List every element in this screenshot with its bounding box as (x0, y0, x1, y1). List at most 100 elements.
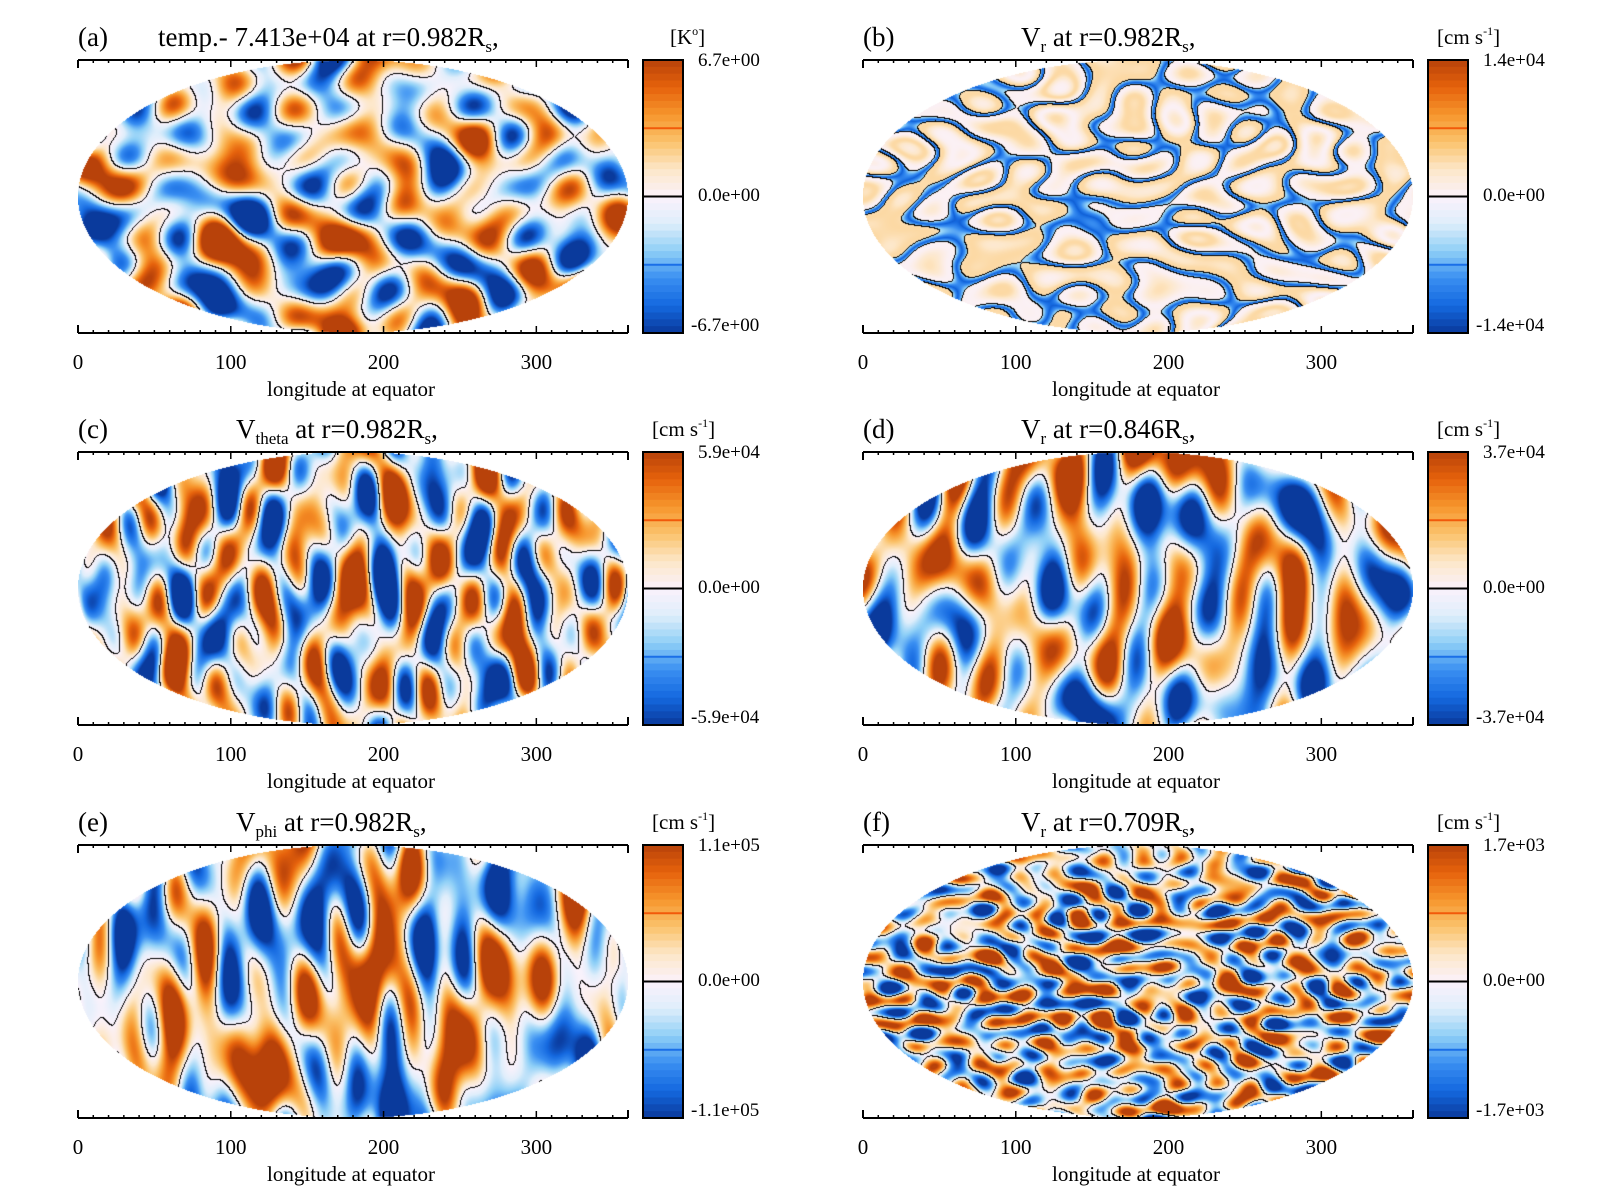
colorbar-unit-label: [cm s-1] (1437, 24, 1501, 49)
colorbar-segment (1428, 169, 1468, 177)
mollweide-field-map (863, 452, 1413, 725)
colorbar-segment (643, 100, 683, 109)
colorbar-segment (643, 711, 683, 719)
colorbar-segment (643, 540, 683, 549)
colorbar-segment (643, 1104, 683, 1112)
colorbar-segment (1428, 629, 1468, 637)
colorbar-segment (1428, 1111, 1468, 1119)
colorbar-segment (1428, 899, 1468, 908)
colorbar-segment (1428, 479, 1468, 487)
panel-title: Vphi at r=0.982Rs, (236, 807, 427, 841)
panel-c: (c) Vtheta at r=0.982Rs, [cm s-1] 0 100 200 30… (60, 412, 840, 804)
colorbar-segment (643, 94, 683, 102)
panel-title: Vtheta at r=0.982Rs, (236, 414, 438, 448)
colorbar-segment (643, 602, 683, 610)
colorbar-segment (643, 1056, 683, 1064)
colorbar-segment (1428, 237, 1468, 245)
colorbar-segment (1428, 967, 1468, 976)
colorbar-segment (1428, 540, 1468, 549)
colorbar-segment (1428, 913, 1468, 921)
colorbar-segment (643, 920, 683, 928)
x-tick-label: 300 (520, 350, 553, 374)
colorbar-segment (1428, 926, 1468, 935)
colorbar-segment (1428, 312, 1468, 320)
colorbar-unit-label: [Ko] (670, 24, 706, 49)
colorbar-segment (643, 1077, 683, 1085)
colorbar-segment (643, 533, 683, 542)
colorbar-segment (643, 933, 683, 942)
panel-title: Vr at r=0.709Rs, (1021, 807, 1196, 841)
x-tick-label: 100 (215, 350, 247, 374)
colorbar-segment (643, 527, 683, 535)
colorbar-segment (1428, 257, 1468, 266)
colorbar-segment (643, 690, 683, 699)
colorbar-segment (643, 1001, 683, 1010)
colorbar-max-label: 3.7e+04 (1483, 442, 1545, 463)
colorbar-segment (643, 967, 683, 976)
panel-b: (b) Vr at r=0.982Rs, [cm s-1] 0 100 200 300 lon… (845, 20, 1600, 412)
colorbar-segment (1428, 684, 1468, 692)
colorbar-segment (643, 663, 683, 671)
colorbar-segment (1428, 533, 1468, 542)
colorbar-segment (1428, 697, 1468, 706)
colorbar-frame (642, 59, 684, 334)
colorbar-segment (1428, 1042, 1468, 1051)
colorbar-segment (1428, 892, 1468, 901)
colorbar-segment (1428, 1008, 1468, 1017)
colorbar-segment (1428, 995, 1468, 1003)
colorbar-segment (1428, 80, 1468, 88)
panel-f: (f) Vr at r=0.709Rs, [cm s-1] 0 100 200 300 lon… (845, 805, 1600, 1197)
x-tick-label: 300 (1305, 1135, 1338, 1159)
mollweide-field-map (863, 60, 1413, 333)
x-tick-label: 300 (520, 1135, 553, 1159)
colorbar-segment (1428, 285, 1468, 293)
colorbar-segment (643, 622, 683, 631)
x-axis-label: longitude at equator (267, 377, 435, 401)
colorbar-segment (643, 1042, 683, 1051)
colorbar-segment (1428, 1090, 1468, 1099)
colorbar-segment (1428, 520, 1468, 528)
colorbar-segment (1428, 1015, 1468, 1024)
panel-label: (c) (78, 414, 108, 444)
colorbar-segment (643, 879, 683, 887)
colorbar-segment (1428, 1104, 1468, 1112)
panel-label: (a) (78, 22, 108, 52)
mollweide-field-map (78, 60, 628, 333)
x-tick-label: 0 (72, 742, 84, 766)
map-plot-d (862, 451, 1469, 726)
colorbar-segment (1428, 1083, 1468, 1092)
colorbar-segment (1428, 196, 1468, 204)
colorbar-segment (643, 643, 683, 651)
colorbar-segment (1428, 858, 1468, 867)
colorbar-segment (1428, 162, 1468, 170)
colorbar-segment (643, 697, 683, 706)
colorbar-segment (643, 285, 683, 293)
colorbar-segment (1428, 326, 1468, 334)
colorbar-unit-label: [cm s-1] (1437, 809, 1501, 834)
colorbar-segment (643, 182, 683, 191)
colorbar-segment (1428, 649, 1468, 658)
colorbar-segment (643, 452, 683, 460)
colorbar-segment (643, 264, 683, 273)
colorbar-segment (643, 1063, 683, 1071)
colorbar-segment (643, 684, 683, 692)
colorbar-segment (1428, 135, 1468, 143)
colorbar-mid-label: 0.0e+00 (1483, 969, 1545, 991)
colorbar-segment (643, 251, 683, 259)
x-axis-label: longitude at equator (1052, 769, 1220, 793)
colorbar-segment (1428, 718, 1468, 726)
colorbar-segment (643, 906, 683, 914)
colorbar-segment (1428, 1029, 1468, 1037)
colorbar-segment (643, 458, 683, 467)
colorbar-segment (643, 1070, 683, 1078)
colorbar-frame (1427, 451, 1469, 726)
colorbar-segment (643, 670, 683, 678)
colorbar-segment (643, 73, 683, 82)
colorbar-segment (643, 1036, 683, 1044)
colorbar-segment (1428, 100, 1468, 109)
x-tick-label: 200 (367, 1135, 400, 1159)
colorbar-segment (643, 851, 683, 860)
colorbar-segment (643, 135, 683, 143)
x-tick-label: 200 (1152, 350, 1185, 374)
colorbar-segment (1428, 148, 1468, 157)
